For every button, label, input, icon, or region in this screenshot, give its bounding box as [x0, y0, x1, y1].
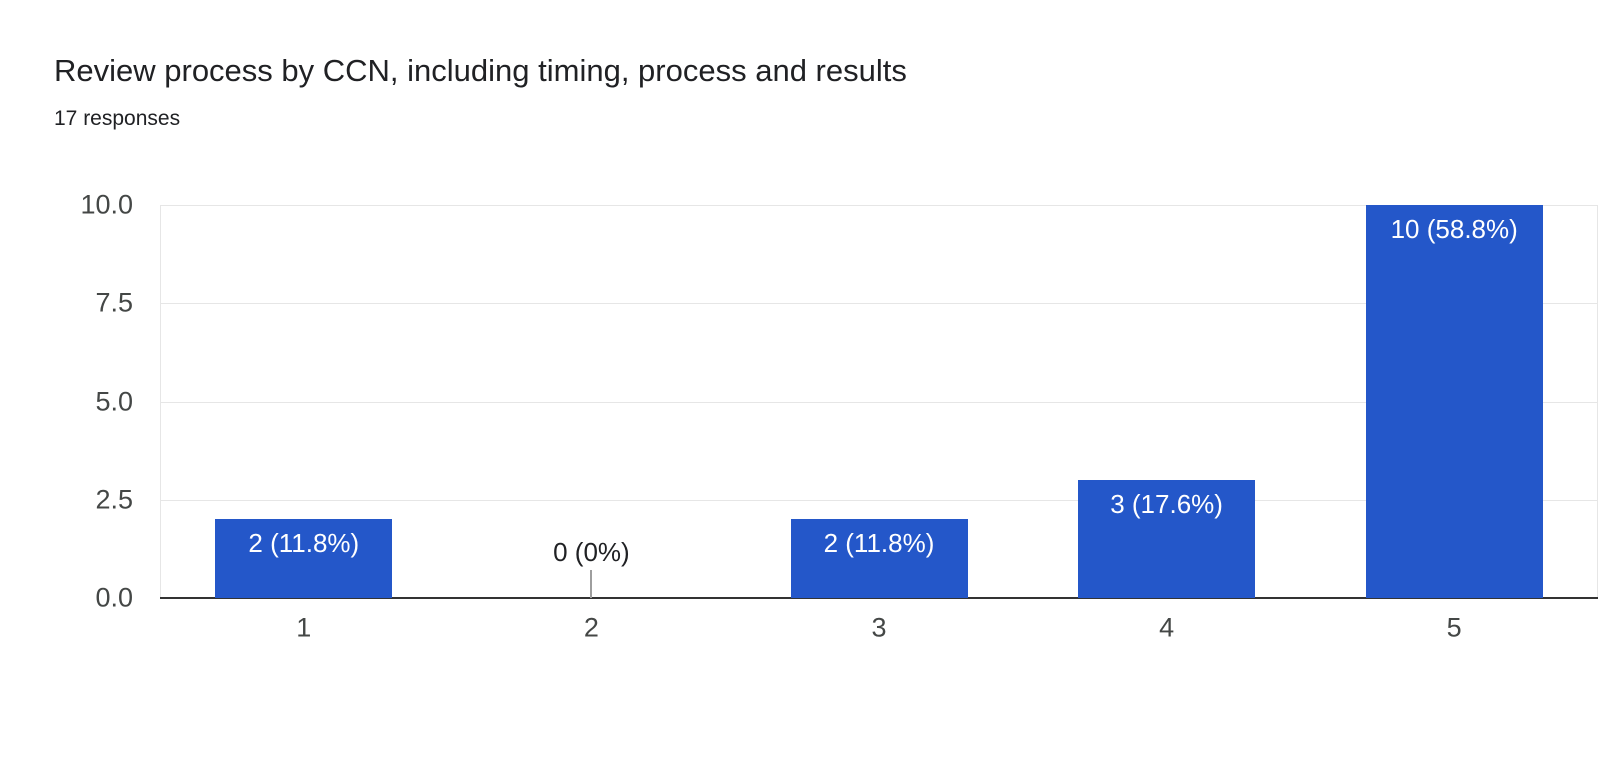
x-axis-baseline	[160, 597, 1598, 599]
x-axis-tick-label: 3	[871, 612, 887, 643]
plot-border-line	[1597, 205, 1598, 598]
bar-value-label: 2 (11.8%)	[248, 528, 360, 559]
bar-value-label: 2 (11.8%)	[823, 528, 935, 559]
bar-value-label: 3 (17.6%)	[1110, 489, 1223, 520]
bar: 2 (11.8%)	[790, 519, 968, 598]
gridline	[160, 499, 1598, 501]
x-axis-tick-label: 2	[583, 612, 599, 643]
bar: 2 (11.8%)	[215, 519, 393, 598]
y-axis-tick-label: 2.5	[95, 484, 133, 515]
zero-value-stem	[590, 570, 593, 598]
plot-area: 2 (11.8%) 0 (0%) 2 (11.8%) 3 (17.6%) 10 (58.…	[160, 205, 1598, 599]
y-axis-tick-label: 5.0	[95, 386, 133, 416]
bar: 3 (17.6%)	[1078, 480, 1256, 598]
y-axis-tick-label: 10.0	[80, 189, 133, 220]
bar-value-label: 0 (0%)	[553, 537, 630, 567]
plot-border-line	[160, 205, 161, 598]
gridline	[160, 205, 1598, 206]
gridline	[160, 401, 1598, 403]
x-axis-tick-label: 1	[296, 612, 312, 643]
gridline	[160, 303, 1598, 305]
chart-title: Review process by CCN, including timing,…	[54, 53, 907, 88]
bar: 10 (58.8%)	[1365, 205, 1543, 598]
y-axis-tick-label: 0.0	[95, 582, 133, 613]
x-axis-tick-label: 5	[1446, 612, 1462, 643]
response-count: 17 responses	[54, 107, 181, 130]
x-axis-tick-label: 4	[1159, 612, 1175, 643]
y-axis-tick-label: 7.5	[95, 287, 133, 318]
bar-value-label: 10 (58.8%)	[1390, 214, 1518, 244]
